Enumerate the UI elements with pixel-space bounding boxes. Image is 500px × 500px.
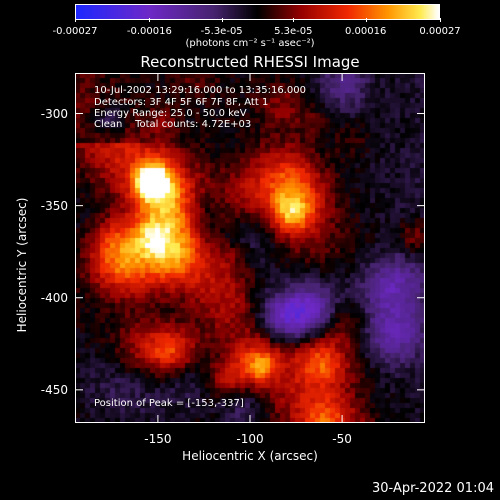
y-tick-label: -450 bbox=[40, 382, 68, 397]
chart-title: Reconstructed RHESSI Image bbox=[140, 53, 360, 71]
colorbar-tick-label: 0.00016 bbox=[344, 26, 387, 37]
colorbar-tick-mark bbox=[75, 18, 76, 22]
y-tick-label: -300 bbox=[40, 106, 68, 121]
x-tick-label: -100 bbox=[236, 432, 264, 446]
annotation-detectors: Detectors: 3F 4F 5F 6F 7F 8F, Att 1 bbox=[94, 97, 269, 108]
y-axis-label: Heliocentric Y (arcsec) bbox=[15, 197, 29, 333]
colorbar-tick-mark bbox=[440, 18, 441, 22]
plot-frame bbox=[75, 73, 425, 423]
heatmap-image bbox=[75, 73, 425, 423]
x-tick-label: -50 bbox=[332, 432, 352, 446]
colorbar-tick-mark bbox=[365, 18, 367, 22]
timestamp: 30-Apr-2022 01:04 bbox=[372, 481, 494, 496]
colorbar-tick-mark bbox=[149, 18, 151, 22]
annotation-time: 10-Jul-2002 13:29:16.000 to 13:35:16.000 bbox=[94, 85, 306, 96]
colorbar-tick-label: -5.3e-05 bbox=[200, 26, 243, 37]
colorbar-tick-label: 0.00027 bbox=[419, 26, 461, 37]
y-tick-label: -400 bbox=[40, 290, 68, 305]
colorbar-tick-mark bbox=[293, 18, 295, 22]
colorbar-tick-mark bbox=[221, 18, 223, 22]
colorbar-units: (photons cm⁻² s⁻¹ asec⁻²) bbox=[185, 38, 315, 49]
colorbar-tick-label: -0.00027 bbox=[52, 26, 98, 37]
y-tick-label: -350 bbox=[40, 198, 68, 213]
annotation-peak: Position of Peak = [-153,-337] bbox=[94, 398, 244, 409]
colorbar-tick-label: -0.00016 bbox=[126, 26, 172, 37]
annotation-energy: Energy Range: 25.0 - 50.0 keV bbox=[94, 108, 247, 119]
colorbar bbox=[75, 4, 440, 20]
x-axis-label: Heliocentric X (arcsec) bbox=[182, 449, 318, 463]
x-tick-label: -150 bbox=[144, 432, 172, 446]
colorbar-tick-label: 5.3e-05 bbox=[274, 26, 313, 37]
annotation-clean: Clean Total counts: 4.72E+03 bbox=[94, 119, 252, 130]
